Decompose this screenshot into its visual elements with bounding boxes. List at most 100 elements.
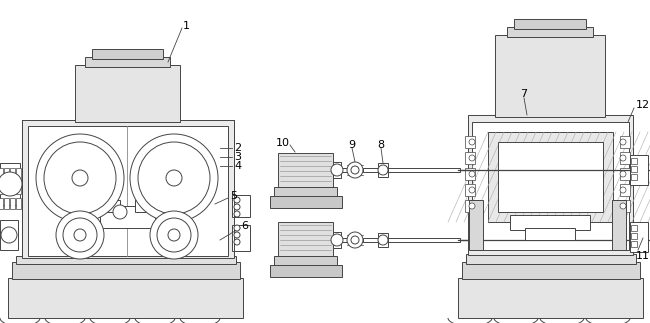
Circle shape	[469, 139, 475, 145]
Bar	[363, 238, 378, 242]
Circle shape	[36, 134, 124, 222]
Circle shape	[234, 225, 240, 231]
Circle shape	[113, 205, 127, 219]
Circle shape	[234, 197, 240, 203]
Bar	[85, 57, 170, 67]
Bar	[525, 228, 575, 240]
Bar	[465, 184, 475, 196]
Bar	[341, 168, 355, 172]
Bar	[630, 222, 648, 252]
Bar	[514, 19, 586, 29]
Bar	[0, 220, 18, 250]
Text: 1: 1	[183, 21, 190, 31]
Circle shape	[166, 170, 182, 186]
Circle shape	[157, 218, 191, 252]
Circle shape	[331, 234, 343, 246]
Bar	[105, 200, 120, 212]
Bar	[388, 168, 460, 172]
Bar	[16, 183, 21, 194]
Text: 5: 5	[230, 191, 237, 201]
Text: 3: 3	[234, 152, 241, 162]
Bar	[12, 262, 240, 279]
Bar	[462, 262, 640, 279]
Bar	[270, 196, 342, 208]
Text: 10: 10	[276, 138, 290, 148]
Circle shape	[347, 162, 363, 178]
Bar	[620, 136, 630, 148]
Bar	[631, 225, 637, 231]
Bar	[620, 168, 630, 180]
Bar	[8, 278, 243, 318]
Bar	[0, 163, 20, 205]
Text: 4: 4	[234, 161, 241, 171]
Circle shape	[620, 187, 626, 193]
Circle shape	[72, 170, 88, 186]
Circle shape	[138, 142, 210, 214]
Circle shape	[378, 235, 388, 245]
Bar	[10, 183, 15, 194]
Bar	[16, 256, 236, 264]
Bar	[232, 225, 250, 251]
Bar	[22, 120, 234, 258]
Bar	[472, 122, 629, 250]
Bar	[363, 168, 378, 172]
Bar	[278, 222, 333, 257]
Bar	[495, 35, 605, 117]
Circle shape	[74, 229, 86, 241]
Circle shape	[620, 155, 626, 161]
Bar	[631, 174, 637, 180]
Circle shape	[56, 211, 104, 259]
Bar	[465, 136, 475, 148]
Bar	[4, 168, 9, 179]
Bar	[631, 241, 637, 247]
Bar	[510, 215, 590, 230]
Circle shape	[234, 204, 240, 210]
Text: 12: 12	[636, 100, 650, 110]
Bar	[0, 198, 3, 209]
Bar	[0, 168, 3, 179]
Bar	[465, 200, 475, 212]
Bar	[507, 27, 593, 37]
Bar	[388, 238, 460, 242]
Text: 6: 6	[241, 221, 248, 231]
Circle shape	[331, 164, 343, 176]
Bar	[620, 184, 630, 196]
Bar	[498, 142, 603, 212]
Bar	[620, 200, 630, 212]
Circle shape	[130, 134, 218, 222]
Circle shape	[469, 155, 475, 161]
Bar	[4, 198, 9, 209]
Bar	[75, 65, 180, 122]
Bar	[270, 265, 342, 277]
Bar	[274, 187, 337, 197]
Bar	[620, 152, 630, 164]
Bar	[378, 163, 388, 177]
Bar	[278, 153, 333, 188]
Circle shape	[150, 211, 198, 259]
Bar	[488, 132, 613, 222]
Circle shape	[620, 171, 626, 177]
Circle shape	[347, 232, 363, 248]
Circle shape	[234, 239, 240, 245]
Circle shape	[0, 172, 22, 196]
Circle shape	[378, 165, 388, 175]
Bar	[333, 162, 341, 178]
Bar	[16, 198, 21, 209]
Circle shape	[469, 171, 475, 177]
Bar	[92, 49, 163, 59]
Bar	[469, 200, 483, 250]
Circle shape	[469, 187, 475, 193]
Bar	[28, 126, 228, 256]
Bar	[274, 256, 337, 266]
Circle shape	[1, 227, 17, 243]
Circle shape	[351, 166, 359, 174]
Circle shape	[620, 203, 626, 209]
Bar	[16, 168, 21, 179]
Bar	[341, 238, 355, 242]
Circle shape	[234, 232, 240, 238]
Text: 7: 7	[520, 89, 527, 99]
Bar	[4, 183, 9, 194]
Circle shape	[44, 142, 116, 214]
Bar	[0, 183, 3, 194]
Bar	[631, 233, 637, 239]
